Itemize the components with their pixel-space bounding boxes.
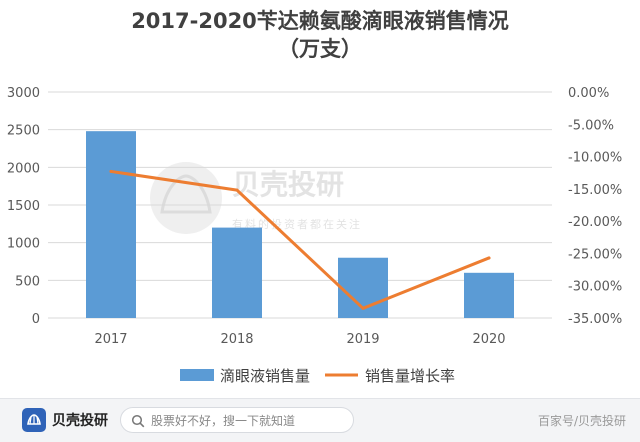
search-icon	[131, 413, 145, 428]
x-tick-label: 2017	[94, 332, 127, 347]
search-placeholder: 股票好不好，搜一下就知道	[151, 413, 296, 428]
growth-rate-line	[109, 169, 491, 310]
growth-rate-point-2019	[361, 306, 365, 310]
y-left-tick-label: 1000	[7, 237, 40, 252]
x-tick-label: 2020	[472, 332, 505, 347]
bottom-search-bar: 贝壳投研 股票好不好，搜一下就知道 百家号/贝壳投研	[0, 398, 640, 442]
y-right-tick-label: -15.00%	[568, 183, 622, 198]
bar-2017	[86, 131, 136, 318]
shell-logo-icon	[22, 408, 46, 432]
search-input[interactable]: 股票好不好，搜一下就知道	[120, 407, 354, 433]
watermark-slogan: 有料的投资者都在关注	[232, 217, 362, 231]
bar-2018	[212, 227, 262, 318]
chart-title: 2017-2020苄达赖氨酸滴眼液销售情况	[131, 9, 509, 33]
legend-line-label: 销售量增长率	[365, 367, 455, 385]
watermark-logo-icon	[150, 162, 222, 234]
y-right-tick-label: -25.00%	[568, 247, 622, 262]
y-left-tick-label: 2500	[7, 124, 40, 139]
y-left-tick-label: 1500	[7, 199, 40, 214]
growth-rate-point-2017	[109, 169, 113, 173]
watermark-name: 贝壳投研	[232, 168, 344, 201]
y-right-tick-label: -30.00%	[568, 280, 622, 295]
y-right-tick-label: -5.00%	[568, 118, 614, 133]
chart-area: 2017-2020苄达赖氨酸滴眼液销售情况 （万支） 贝壳投研有料的投资者都在关…	[7, 9, 622, 385]
x-tick-label: 2019	[346, 332, 379, 347]
bar-2020	[464, 272, 514, 318]
x-tick-label: 2018	[220, 332, 253, 347]
legend-bar-swatch	[180, 369, 214, 381]
watermark-shell-icon	[160, 174, 212, 214]
y-left-tick-label: 0	[32, 312, 40, 327]
y-right-tick-label: -35.00%	[568, 312, 622, 327]
y-right-tick-label: 0.00%	[568, 86, 609, 101]
y-right-tick-label: -20.00%	[568, 215, 622, 230]
brand-name: 贝壳投研	[52, 413, 108, 429]
y-left-tick-label: 2000	[7, 161, 40, 176]
growth-rate-point-2020	[487, 256, 491, 260]
chart-title-unit: （万支）	[278, 37, 362, 61]
legend-bar-label: 滴眼液销售量	[220, 367, 310, 385]
growth-rate-point-2018	[235, 188, 239, 192]
y-right-tick-label: -10.00%	[568, 151, 622, 166]
y-left-tick-label: 500	[15, 274, 40, 289]
brand[interactable]: 贝壳投研	[22, 408, 108, 432]
source-label: 百家号/贝壳投研	[537, 414, 626, 428]
y-left-tick-label: 3000	[7, 86, 40, 101]
